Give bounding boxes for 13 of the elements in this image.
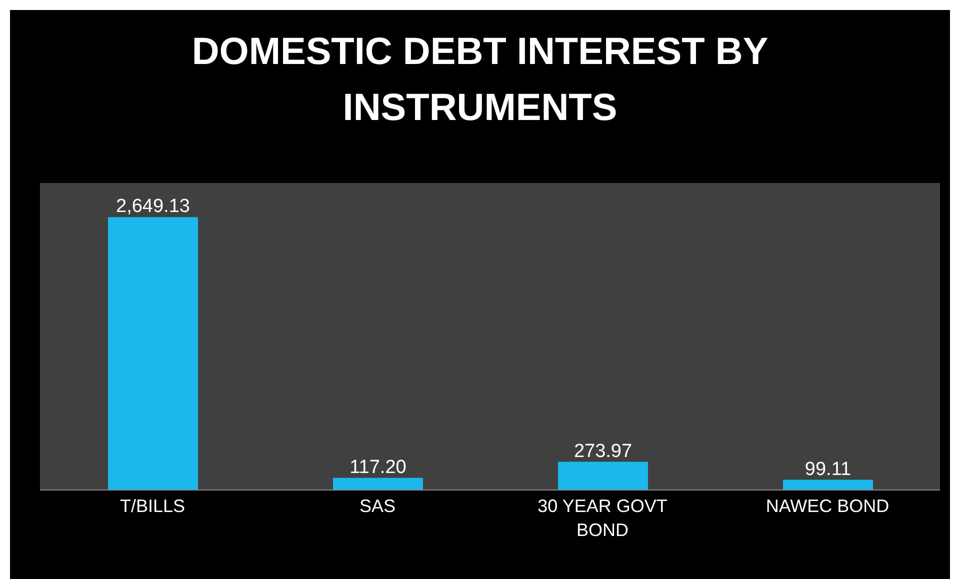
bar bbox=[558, 462, 648, 490]
data-label: 117.20 bbox=[350, 456, 406, 478]
data-label: 273.97 bbox=[574, 440, 632, 462]
data-label: 2,649.13 bbox=[116, 196, 190, 218]
x-tick-label: NAWEC BOND bbox=[766, 496, 890, 516]
data-label: 99.11 bbox=[804, 458, 852, 480]
bar bbox=[333, 478, 423, 490]
x-tick-label: SAS bbox=[359, 496, 396, 516]
x-tick-label: T/BILLS bbox=[120, 496, 186, 516]
bar bbox=[108, 217, 198, 490]
x-tick-label: 30 YEAR GOVT BOND bbox=[538, 496, 668, 540]
chart-title: DOMESTIC DEBT INTEREST BY INSTRUMENTS bbox=[190, 30, 770, 131]
bar bbox=[783, 480, 873, 490]
